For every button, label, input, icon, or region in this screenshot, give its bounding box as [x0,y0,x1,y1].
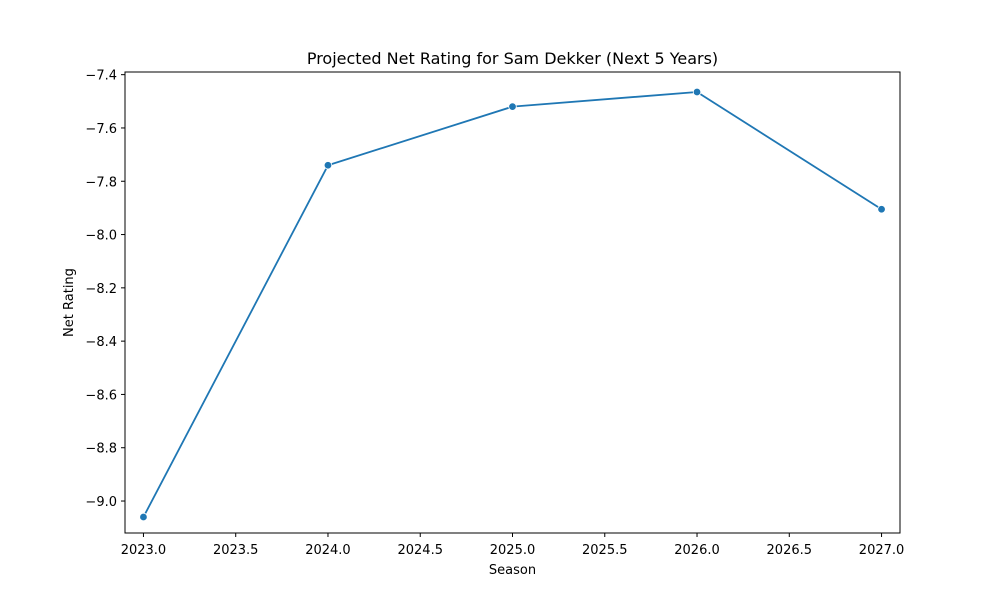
x-tick-label: 2024.5 [397,543,443,558]
y-tick-label: −7.8 [85,175,117,190]
x-axis-label: Season [489,563,536,578]
data-point [323,161,333,170]
x-tick-label: 2025.0 [490,543,536,558]
y-tick-label: −8.8 [85,442,117,457]
x-tick-label: 2024.0 [305,543,351,558]
chart-title: Projected Net Rating for Sam Dekker (Nex… [307,49,718,68]
series-layer [139,87,886,522]
data-point [692,87,702,97]
x-axis: 2023.0 2023.5 2024.0 2024.5 2025.0 2025.5 2026… [121,533,905,558]
y-tick-label: −9.0 [85,495,117,510]
x-tick-label: 2027.0 [859,543,905,558]
data-point [139,512,148,522]
y-tick-label: −8.2 [85,282,117,297]
y-axis-label: Net Rating [62,268,77,337]
y-tick-label: −7.4 [85,69,117,84]
x-tick-label: 2023.0 [121,543,167,558]
y-tick-label: −8.6 [85,388,117,403]
data-point [508,102,517,111]
y-tick-label: −8.4 [85,335,117,350]
x-tick-label: 2025.5 [582,543,628,558]
x-tick-label: 2023.5 [213,543,259,558]
series-line [142,91,883,518]
plot-frame [124,71,901,534]
x-tick-label: 2026.5 [767,543,813,558]
y-tick-label: −7.6 [85,122,117,137]
y-axis: −7.4 −7.6 −7.8 −8.0 −8.2 −8.4 −8.6 −8.8 −9.0 [85,69,125,510]
data-point [877,205,886,214]
x-tick-label: 2026.0 [674,543,720,558]
y-tick-label: −8.0 [85,229,117,244]
